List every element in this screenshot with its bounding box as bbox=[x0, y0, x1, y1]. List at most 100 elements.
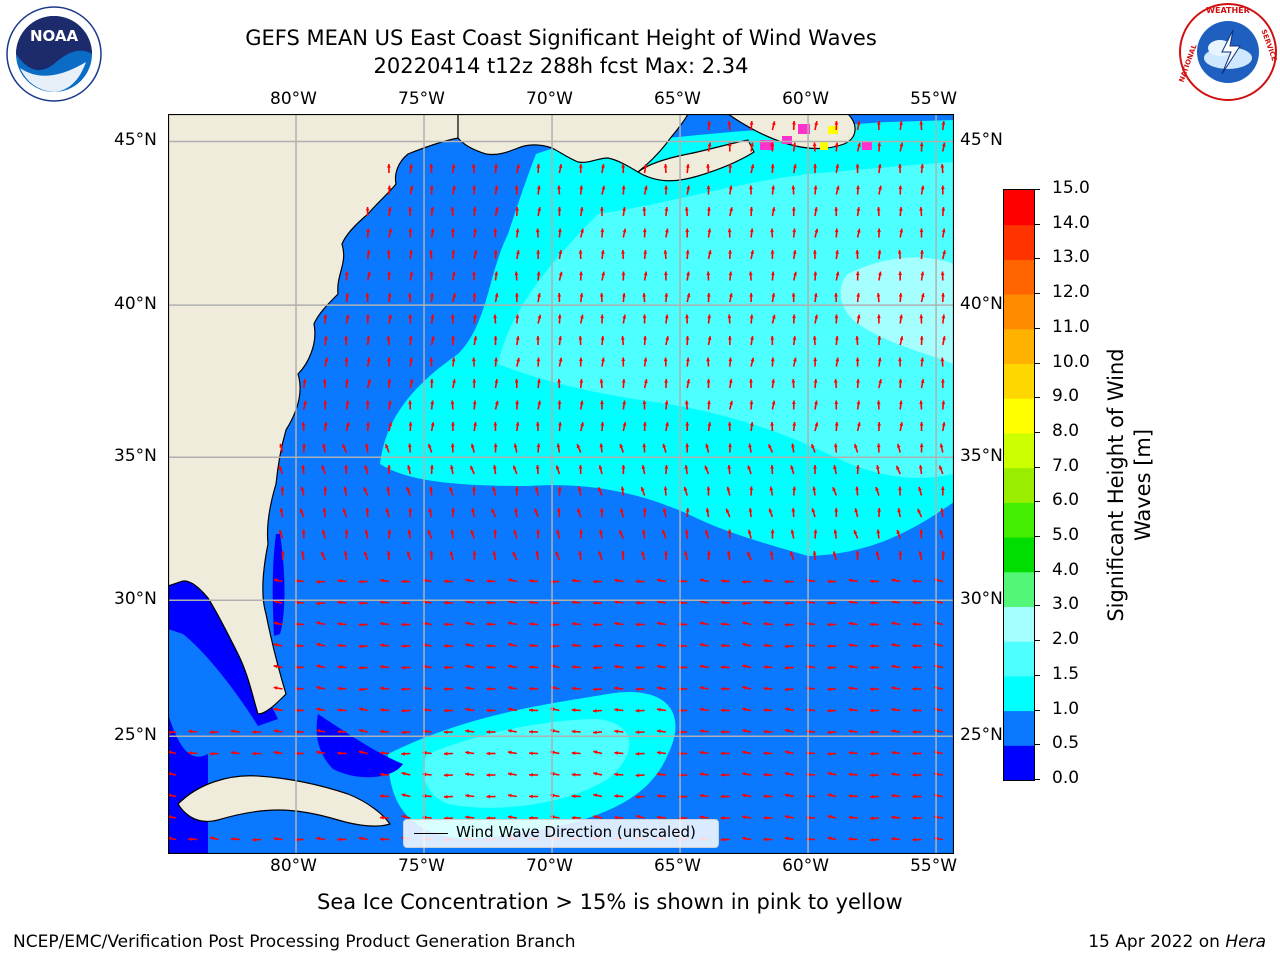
wave-arrow-head bbox=[813, 529, 818, 534]
lon-tick-top: 55°W bbox=[910, 89, 958, 109]
wave-arrow-head bbox=[662, 443, 667, 448]
wave-arrow-head bbox=[640, 487, 645, 492]
wave-arrow-head bbox=[663, 486, 668, 491]
wave-arrow-head bbox=[534, 508, 538, 513]
wave-arrow-head bbox=[663, 164, 668, 168]
wave-arrow-head bbox=[599, 379, 604, 383]
chart-title-line1: GEFS MEAN US East Coast Significant Heig… bbox=[245, 26, 877, 50]
wave-arrow-head bbox=[742, 642, 747, 647]
wave-arrow-head bbox=[387, 529, 392, 534]
wave-arrow-head bbox=[529, 686, 533, 691]
wave-arrow-head bbox=[891, 707, 896, 712]
wave-arrow-head bbox=[536, 336, 540, 340]
wave-arrow-head bbox=[856, 207, 861, 211]
wave-arrow-head bbox=[407, 443, 412, 448]
wave-arrow-head bbox=[486, 794, 491, 799]
wave-arrow-head bbox=[451, 250, 456, 254]
wave-arrow-head bbox=[891, 772, 896, 777]
wave-arrow-head bbox=[273, 643, 278, 647]
wave-arrow-head bbox=[635, 730, 640, 735]
wave-arrow-head bbox=[834, 422, 839, 426]
wave-arrow-head bbox=[316, 750, 321, 755]
wave-arrow-head bbox=[869, 622, 874, 627]
wave-arrow-head bbox=[869, 665, 874, 670]
wave-arrow-head bbox=[784, 771, 789, 776]
wave-arrow-head bbox=[380, 729, 384, 734]
wave-arrow-head bbox=[699, 729, 704, 733]
wave-arrow-head bbox=[876, 207, 881, 211]
wave-arrow-head bbox=[614, 643, 619, 648]
wave-arrow-head bbox=[699, 578, 704, 583]
wave-arrow-head bbox=[792, 486, 797, 491]
wave-arrow-head bbox=[791, 207, 796, 211]
wave-arrow-head bbox=[784, 793, 789, 798]
wave-arrow-head bbox=[443, 665, 448, 670]
wave-arrow-head bbox=[571, 794, 576, 799]
wave-arrow-head bbox=[301, 465, 306, 469]
colorbar-tick-mark bbox=[1034, 674, 1040, 676]
wave-arrow-head bbox=[600, 228, 605, 233]
land-us-east-coast bbox=[168, 114, 467, 715]
wave-arrow-head bbox=[657, 686, 661, 691]
wave-arrow-head bbox=[279, 443, 284, 448]
wave-arrow-head bbox=[942, 336, 946, 341]
wave-arrow-head bbox=[558, 357, 563, 362]
wave-arrow-head bbox=[869, 816, 874, 821]
wave-arrow-head bbox=[918, 551, 923, 556]
wave-arrow-head bbox=[855, 357, 860, 362]
wave-arrow-head bbox=[784, 836, 789, 841]
wave-arrow-head bbox=[486, 751, 491, 756]
wave-arrow-head bbox=[316, 836, 320, 841]
wave-arrow-head bbox=[707, 142, 712, 147]
wave-arrow-head bbox=[877, 142, 882, 147]
wave-arrow-head bbox=[643, 164, 648, 168]
wave-arrow-head bbox=[793, 271, 797, 276]
wave-arrow-head bbox=[321, 465, 326, 470]
wave-arrow-head bbox=[720, 773, 725, 777]
wave-arrow-head bbox=[301, 529, 306, 534]
wave-arrow-head bbox=[472, 271, 476, 276]
wave-arrow-head bbox=[770, 357, 775, 362]
noaa-logo: NOAA bbox=[6, 6, 102, 102]
wave-arrow-head bbox=[557, 379, 562, 383]
wave-arrow-head bbox=[555, 465, 560, 470]
wave-arrow-head bbox=[827, 730, 831, 735]
wave-arrow-head bbox=[728, 379, 733, 383]
wave-arrow-head bbox=[536, 357, 541, 362]
wave-region-bahamas bbox=[316, 714, 403, 778]
wave-arrow-head bbox=[387, 293, 392, 297]
wave-arrow-head bbox=[656, 815, 661, 820]
wave-arrow-head bbox=[898, 400, 903, 405]
wave-arrow-head bbox=[707, 422, 712, 426]
wave-arrow-head bbox=[727, 314, 732, 319]
wave-arrow-head bbox=[537, 400, 542, 405]
wave-arrow-head bbox=[508, 642, 512, 647]
wave-arrow-head bbox=[749, 207, 754, 211]
wave-arrow-head bbox=[919, 142, 924, 147]
wave-arrow-head bbox=[472, 293, 477, 297]
wave-arrow-head bbox=[728, 164, 733, 168]
wave-arrow-head bbox=[919, 314, 924, 319]
wave-arrow-head bbox=[763, 815, 767, 820]
wave-arrow-head bbox=[344, 357, 349, 362]
wave-arrow-head bbox=[833, 529, 838, 534]
wave-arrow-head bbox=[814, 207, 818, 211]
wave-arrow-head bbox=[742, 621, 747, 626]
wave-arrow-head bbox=[188, 837, 192, 842]
wave-arrow-head bbox=[529, 751, 533, 756]
wave-arrow-head bbox=[571, 815, 576, 820]
wave-arrow-head bbox=[813, 465, 817, 469]
wave-arrow-head bbox=[641, 551, 645, 556]
colorbar-label: Significant Height of Wind Waves [m] bbox=[1103, 348, 1157, 621]
wave-arrow-head bbox=[493, 250, 498, 254]
wave-arrow-head bbox=[891, 837, 895, 841]
wave-arrow-head bbox=[450, 207, 455, 211]
wave-arrow-head bbox=[621, 465, 626, 469]
wave-arrow-head bbox=[486, 686, 491, 691]
wave-arrow-head bbox=[558, 250, 563, 254]
wave-arrow-head bbox=[706, 551, 711, 555]
wave-arrow-head bbox=[856, 185, 860, 190]
wave-arrow-head bbox=[598, 551, 603, 556]
map-frame bbox=[168, 114, 954, 854]
wave-arrow-head bbox=[784, 687, 789, 692]
